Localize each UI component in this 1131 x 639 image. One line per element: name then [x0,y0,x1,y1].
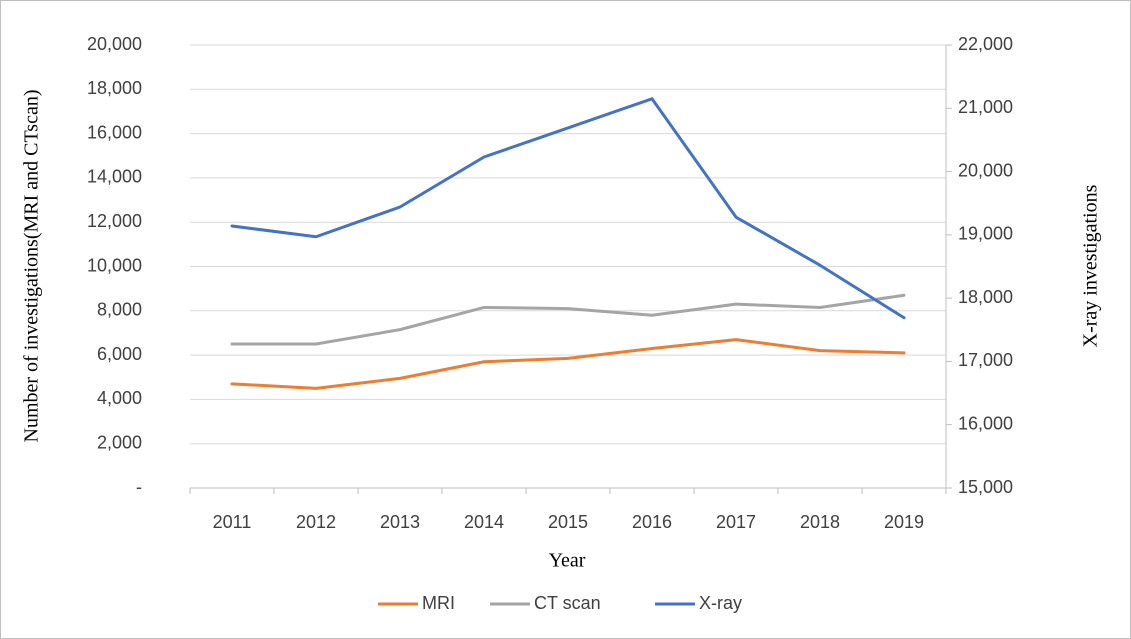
data-line [230,293,906,346]
y-tick-label: 6,000 [97,344,142,364]
x-tick-label: 2019 [884,512,924,532]
x-tick-label: 2016 [632,512,672,532]
data-line [230,338,906,390]
x-tick-label: 2017 [716,512,756,532]
y2-axis-label: X-ray investigations [1080,184,1102,347]
legend-label: MRI [422,593,455,613]
y-tick-label: - [136,477,142,497]
y-tick-label: 18,000 [87,78,142,98]
y-tick-label: 14,000 [87,167,142,187]
y2-tick-label: 18,000 [958,287,1013,307]
y-tick-label: 16,000 [87,122,142,142]
y2-tick-label: 16,000 [958,413,1013,433]
legend-label: CT scan [534,593,601,613]
y-tick-label: 10,000 [87,255,142,275]
legend-label: X-ray [699,593,742,613]
y-tick-label: 8,000 [97,300,142,320]
x-tick-label: 2013 [380,512,420,532]
y-tick-label: 12,000 [87,211,142,231]
y-tick-label: 20,000 [87,34,142,54]
y-tick-label: 2,000 [97,432,142,452]
y2-tick-label: 17,000 [958,350,1013,370]
x-tick-label: 2011 [213,512,252,532]
data-line [230,97,906,320]
x-tick-label: 2012 [296,512,336,532]
y-axis-label: Number of investigations(MRI and CTscan) [21,90,43,443]
x-tick-label: 2014 [464,512,504,532]
y2-tick-label: 21,000 [958,97,1013,117]
y2-tick-label: 15,000 [958,477,1013,497]
y2-tick-label: 19,000 [958,224,1013,244]
y2-tick-label: 20,000 [958,160,1013,180]
y-tick-label: 4,000 [97,388,142,408]
x-tick-label: 2015 [548,512,588,532]
x-tick-label: 2018 [800,512,840,532]
x-axis-label: Year [549,550,586,572]
y2-tick-label: 22,000 [958,34,1013,54]
